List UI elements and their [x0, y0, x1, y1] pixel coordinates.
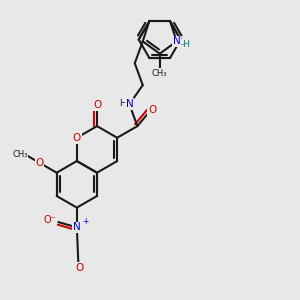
Text: CH₃: CH₃ [12, 150, 28, 159]
Text: CH₃: CH₃ [152, 69, 167, 78]
Text: N: N [73, 222, 81, 233]
Text: O: O [73, 133, 81, 143]
Text: H: H [119, 99, 126, 108]
Text: N: N [173, 36, 181, 46]
Text: O: O [93, 100, 101, 110]
Text: O: O [35, 158, 44, 168]
Text: O: O [148, 105, 156, 115]
Text: +: + [82, 217, 88, 226]
Text: N: N [125, 99, 133, 109]
Text: -H: -H [181, 40, 191, 49]
Text: O: O [76, 263, 84, 273]
Text: O⁻: O⁻ [44, 215, 56, 225]
